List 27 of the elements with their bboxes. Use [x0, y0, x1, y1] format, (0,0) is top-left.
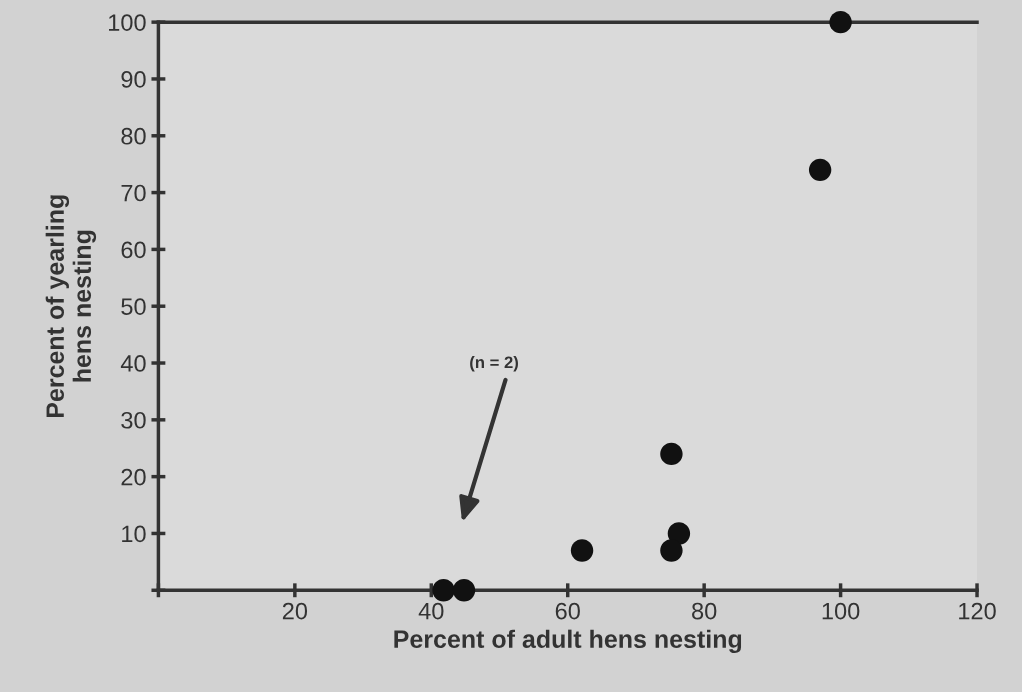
y-tick-label: 10: [122, 525, 146, 543]
x-tick-label: 60: [555, 602, 580, 620]
x-tick-label: 80: [692, 602, 717, 620]
y-tick-label: 20: [121, 468, 146, 486]
point: [660, 442, 683, 466]
point: [667, 522, 691, 545]
y-axis-title: Percent of yearling hens nesting: [45, 195, 97, 418]
point: [660, 539, 683, 562]
point: [829, 10, 852, 34]
point: [432, 579, 455, 602]
y-tick-label: 70: [121, 184, 146, 202]
x-tick-label: 40: [418, 602, 444, 620]
y-tick-label: 80: [121, 127, 146, 145]
point: [570, 539, 594, 562]
point: [808, 158, 832, 182]
y-tick-label: 90: [121, 71, 146, 88]
point: [452, 579, 476, 602]
y-tick-label: 100: [109, 14, 146, 31]
x-axis-title: Percent of adult hens nesting: [394, 629, 742, 654]
annotation: (n = 2): [470, 356, 518, 372]
y-tick-label: 40: [120, 355, 146, 372]
x-tick-label: 20: [282, 602, 308, 620]
x-tick-label: 100: [822, 602, 860, 620]
x-tick-label: 120: [959, 602, 996, 620]
y-tick-label: 50: [121, 298, 146, 315]
y-tick-label: 30: [121, 411, 146, 429]
y-tick-label: 60: [121, 241, 146, 259]
